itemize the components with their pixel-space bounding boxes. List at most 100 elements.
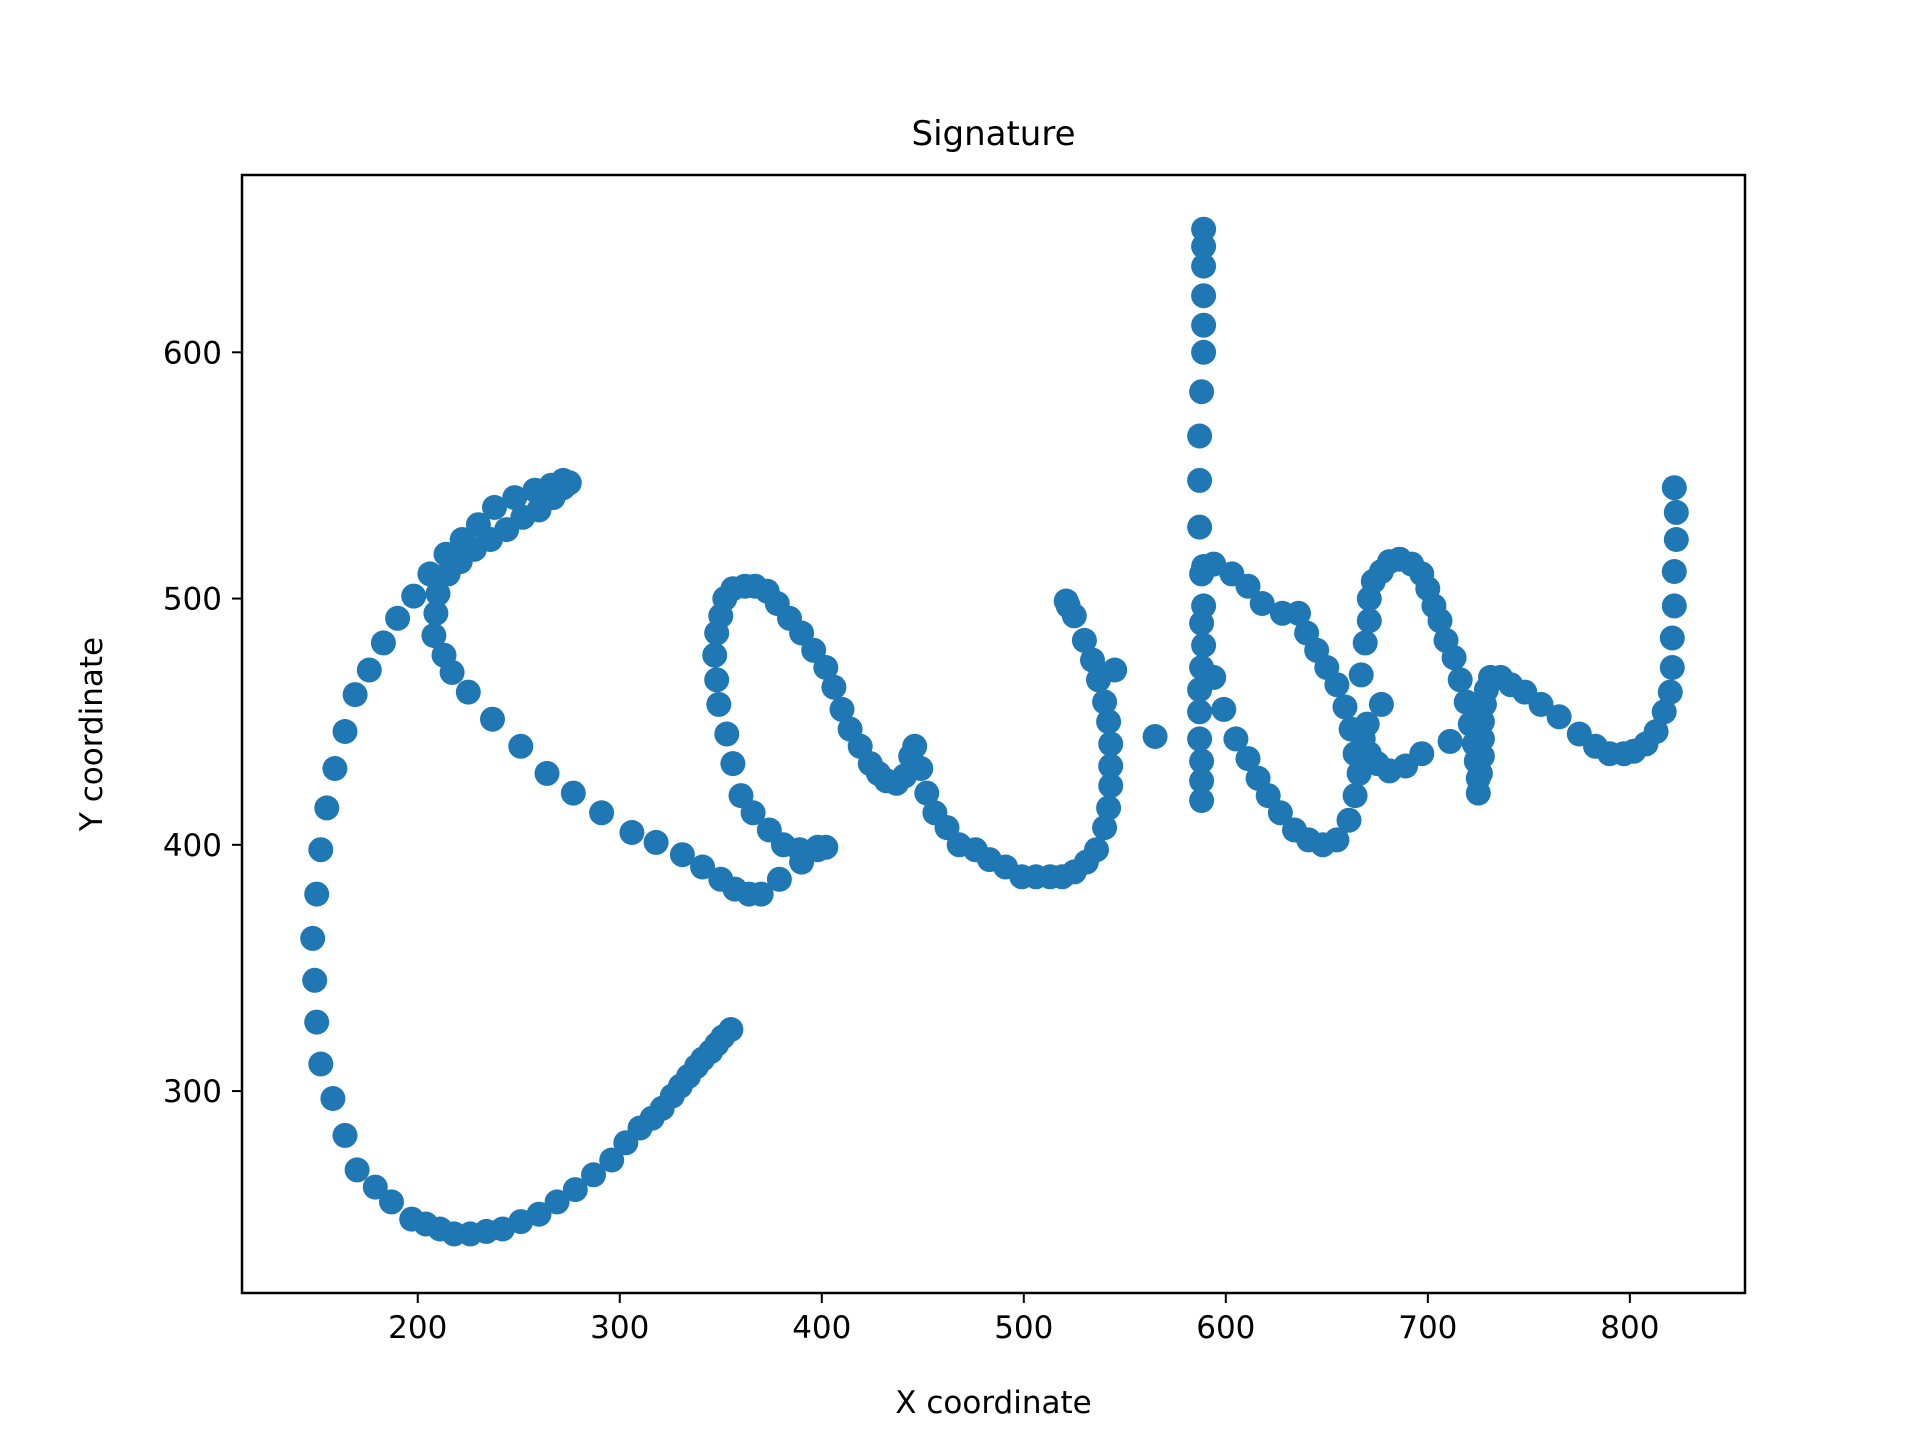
data-point [1187,423,1213,449]
data-point [1546,704,1572,730]
data-point [789,620,815,646]
data-point [370,630,396,656]
data-point [643,829,669,855]
data-point [1663,499,1689,525]
data-point [1657,679,1683,705]
x-tick-label: 800 [1600,1310,1659,1346]
data-point [902,733,928,759]
data-point [766,866,792,892]
data-point [1643,719,1669,744]
data-point [322,756,348,781]
data-point [613,1130,639,1156]
data-point [1223,726,1249,752]
y-axis-ticks: 300 400 500 600 [163,335,242,1110]
y-tick-label: 300 [163,1074,222,1110]
y-axis-label: Y coordinate [74,637,110,832]
data-point [1324,827,1350,853]
data-point [314,795,340,821]
data-point [829,696,855,722]
data-point [508,733,534,759]
data-point [1368,691,1394,717]
data-point [421,623,447,648]
data-point [1332,694,1358,720]
data-point [669,842,695,868]
data-point [1447,667,1473,693]
data-point [1080,647,1105,673]
data-point [1191,554,1217,579]
data-point [385,605,411,631]
data-point [1201,664,1227,690]
data-point [1187,514,1213,540]
data-point [439,659,465,685]
data-point [544,1189,570,1215]
data-point [704,667,730,693]
data-point [332,1122,358,1148]
data-point [1469,743,1495,769]
data-point [1102,657,1128,683]
data-point [304,1009,330,1035]
data-point [813,655,839,680]
data-point [562,1177,588,1203]
x-tick-label: 600 [1196,1310,1255,1346]
data-point [1071,627,1097,653]
data-point [599,1147,625,1173]
data-point [1348,662,1374,688]
data-point [1356,608,1382,634]
data-point [423,600,449,626]
data-point [1528,691,1554,717]
x-axis-label: X coordinate [895,1385,1091,1421]
data-point [1092,689,1118,715]
data-point [1269,600,1295,626]
data-point [399,1206,425,1232]
data-point [302,967,328,993]
data-point [1142,724,1168,749]
data-point [1469,726,1495,752]
data-point [417,561,443,587]
data-point [1096,795,1122,821]
data-point [362,1174,388,1200]
data-point [728,783,754,809]
y-tick-label: 400 [163,828,222,864]
data-point [1659,625,1685,651]
data-point [1189,748,1215,774]
data-point [914,780,940,806]
data-point [1235,746,1261,772]
data-point [1098,731,1124,757]
data-point [480,706,505,732]
data-point [455,679,481,705]
data-point [1187,467,1213,493]
data-point [1441,645,1467,671]
data-point [821,674,847,700]
data-point [1437,728,1463,754]
data-point [1659,655,1685,680]
data-point [702,642,728,668]
data-point [1191,593,1217,619]
data-point [425,581,451,607]
data-point [1187,726,1213,752]
data-point [714,721,740,747]
data-point [1191,283,1217,309]
data-point [756,817,782,843]
data-point [560,780,586,806]
data-point [1191,253,1217,279]
x-tick-label: 700 [1398,1310,1457,1346]
data-point [1267,800,1293,826]
data-point [300,925,326,951]
data-point [908,756,934,781]
data-point [1661,593,1687,619]
data-point [401,583,427,609]
data-point [1453,689,1479,715]
data-point [342,682,368,708]
data-point [356,657,382,683]
data-point [706,691,732,717]
data-point [1294,620,1320,646]
chart-title: Signature [911,114,1075,154]
data-point [1354,711,1380,737]
data-point [1661,475,1687,501]
data-point [1191,216,1217,242]
data-point [304,881,330,907]
data-point [1187,699,1213,725]
data-point [690,854,716,880]
data-point [748,881,774,907]
